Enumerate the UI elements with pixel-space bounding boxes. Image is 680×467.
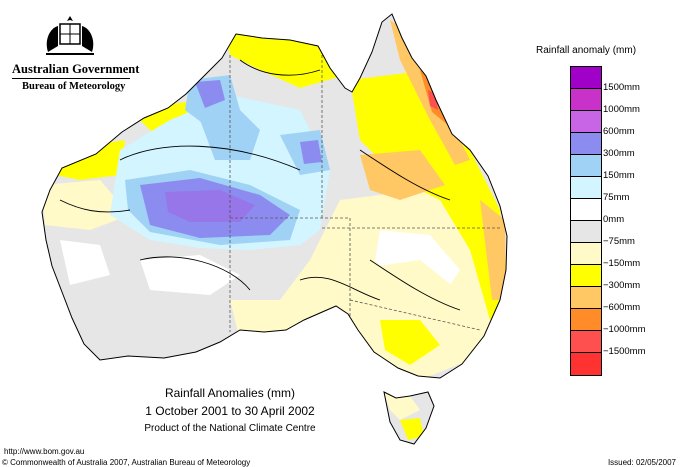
contour-line [119,145,301,171]
legend-label: 1000mm [603,104,640,115]
anomaly-region [195,80,225,108]
tasmania [384,392,434,444]
contour-line [59,199,131,213]
legend-swatch [571,287,601,309]
legend-title: Rainfall anomaly (mm) [536,45,637,56]
legend-label: −300mm [603,280,641,291]
commonwealth-coat-of-arms-icon [46,16,94,55]
anomaly-region [400,418,424,440]
agency-name: Australian Government [12,62,140,76]
anomaly-region [384,392,420,420]
legend-label: −150mm [603,258,641,269]
anomaly-region [60,240,110,285]
agency-bureau: Bureau of Meteorology [22,81,126,92]
legend-swatch [571,199,601,221]
map-period: 1 October 2001 to 30 April 2002 [145,404,315,418]
legend-swatch [571,155,601,177]
legend-swatch [571,89,601,111]
contour-line [359,149,451,201]
tasmania-coastline [383,391,435,445]
legend-swatch [571,133,601,155]
agency-divider [12,78,130,79]
legend-swatch [571,67,601,89]
legend-color-bar [570,66,602,376]
anomaly-region [42,180,130,230]
bom-website-link[interactable]: http://www.bom.gov.au [4,447,85,456]
legend-label: −1000mm [603,324,646,335]
legend-label: 1500mm [603,82,640,93]
anomaly-region [140,255,240,295]
anomaly-region [380,320,440,365]
legend-swatch [571,177,601,199]
legend-label: 600mm [603,126,635,137]
state-border-nsw-vic [349,299,481,331]
legend-swatch [571,111,601,133]
legend-label: −75mm [603,236,635,247]
legend-swatch [571,243,601,265]
anomaly-region [350,70,507,320]
legend-swatch [571,353,601,375]
anomaly-region [360,150,445,200]
legend-label: 300mm [603,148,635,159]
contour-line [299,276,381,301]
legend-swatch [571,309,601,331]
anomaly-region [300,140,322,164]
legend-swatch [571,265,601,287]
anomaly-region [350,260,470,360]
legend-swatch [571,331,601,353]
legend-label: 0mm [603,214,625,225]
legend-label: −1500mm [603,346,646,357]
anomaly-region [480,200,506,300]
legend-swatch [571,221,601,243]
coastline [41,13,508,379]
issued-date: Issued: 02/05/2007 [607,458,676,467]
anomaly-region [55,140,125,180]
legend-label: −600mm [603,302,641,313]
contour-line [139,256,251,291]
contour-line [239,59,321,76]
map-title: Rainfall Anomalies (mm) [164,386,296,400]
copyright-notice: © Commonwealth of Australia 2007, Austra… [2,458,251,467]
legend-label: 75mm [603,192,630,203]
legend-label: 150mm [603,170,635,181]
contour-line [369,259,461,311]
map-credit: Product of the National Climate Centre [144,423,316,434]
anomaly-region [165,190,255,222]
